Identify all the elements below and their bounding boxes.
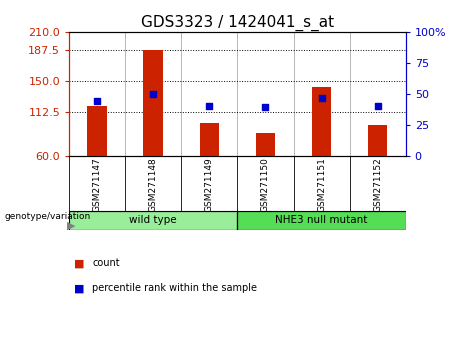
Bar [69, 211, 237, 230]
Text: GSM271147: GSM271147 [93, 158, 102, 212]
Text: count: count [92, 258, 120, 268]
Bar [312, 87, 331, 156]
Text: genotype/variation: genotype/variation [5, 212, 91, 221]
Bar [200, 123, 219, 156]
Point [206, 103, 213, 109]
Text: GSM271148: GSM271148 [149, 158, 158, 212]
Bar [368, 125, 387, 156]
Point [149, 91, 157, 97]
Text: GSM271150: GSM271150 [261, 158, 270, 212]
Text: GSM271149: GSM271149 [205, 158, 214, 212]
Text: ■: ■ [74, 283, 84, 293]
Bar [237, 211, 406, 230]
Point [374, 103, 381, 109]
Text: ■: ■ [74, 258, 84, 268]
Point [262, 105, 269, 110]
Bar [88, 106, 107, 156]
Point [318, 95, 325, 101]
Text: GSM271152: GSM271152 [373, 158, 382, 212]
Title: GDS3323 / 1424041_s_at: GDS3323 / 1424041_s_at [141, 14, 334, 30]
Text: ▶: ▶ [67, 221, 75, 231]
Bar [256, 133, 275, 156]
Text: GSM271151: GSM271151 [317, 158, 326, 212]
Text: wild type: wild type [130, 216, 177, 225]
Text: percentile rank within the sample: percentile rank within the sample [92, 283, 257, 293]
Bar [143, 50, 163, 156]
Point [94, 98, 101, 104]
Text: NHE3 null mutant: NHE3 null mutant [275, 216, 368, 225]
